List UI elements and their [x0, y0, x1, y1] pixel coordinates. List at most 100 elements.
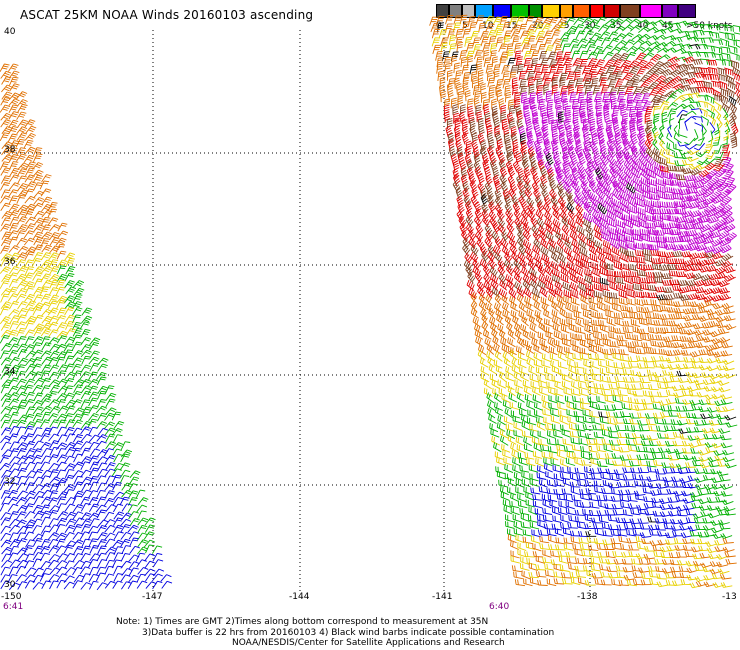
wind-barb: [688, 88, 699, 93]
wind-barb: [543, 508, 552, 515]
wind-barb: [42, 197, 52, 205]
wind-barb: [571, 536, 580, 543]
wind-barb: [121, 442, 130, 450]
wind-barb: [48, 498, 58, 506]
wind-barb: [572, 51, 580, 60]
wind-barb: [97, 377, 106, 385]
wind-barb: [560, 565, 570, 572]
wind-barb: [516, 487, 525, 495]
wind-barb: [673, 301, 684, 306]
wind-barb: [653, 413, 664, 418]
wind-barb: [451, 98, 457, 108]
wind-barb: [1, 420, 10, 428]
wind-barb: [627, 538, 638, 543]
wind-barb: [509, 238, 516, 249]
wind-barb: [501, 112, 506, 123]
wind-barb: [627, 46, 638, 52]
wind-barb: [523, 380, 531, 388]
wind-barb: [533, 245, 540, 256]
wind-barb: [534, 402, 542, 411]
wind-barb: [543, 401, 551, 410]
wind-barb: [671, 426, 682, 431]
wind-barb: [0, 105, 10, 113]
wind-barb: [113, 504, 123, 512]
wind-barb: [9, 310, 20, 317]
wind-barb: [617, 86, 625, 95]
wind-barb: [138, 540, 148, 547]
wind-barb: [720, 94, 728, 104]
wind-barb: [688, 293, 699, 299]
wind-barb: [495, 189, 502, 201]
wind-barb: [523, 537, 532, 544]
wind-barb: [0, 455, 10, 463]
wind-barb: [26, 371, 37, 378]
wind-barb: [718, 380, 730, 385]
wind-barb: [152, 546, 162, 554]
wind-barb: [648, 384, 658, 390]
wind-barb: [73, 441, 83, 448]
pass-time-left: 6:41: [3, 602, 23, 612]
wind-barb: [502, 66, 510, 75]
wind-barb: [562, 167, 570, 179]
wind-barb: [478, 345, 486, 355]
wind-barb: [73, 525, 82, 533]
wind-barb: [642, 342, 652, 348]
wind-barb: [671, 29, 683, 34]
wind-barb: [568, 416, 577, 424]
wind-barb: [525, 394, 533, 403]
lon-label-138: -138: [577, 592, 597, 602]
wind-barb: [528, 515, 537, 522]
wind-barb: [514, 430, 523, 438]
wind-barb: [683, 301, 694, 306]
wind-barb: [561, 267, 569, 277]
wind-barb: [704, 159, 715, 165]
wind-barb: [559, 261, 567, 271]
wind-barb: [524, 578, 533, 585]
wind-barb: [81, 503, 90, 511]
wind-barb: [585, 466, 594, 473]
wind-barb: [1, 407, 12, 414]
wind-barb: [499, 372, 506, 382]
wind-barb: [26, 224, 36, 232]
wind-barb: [721, 342, 732, 348]
wind-barb: [591, 518, 601, 523]
wind-barb: [97, 413, 107, 421]
wind-barb: [679, 329, 690, 334]
wind-barb: [638, 468, 649, 473]
wind-barb: [585, 334, 594, 341]
wind-barb: [106, 553, 115, 561]
wind-barb: [544, 309, 552, 318]
wind-barb: [33, 538, 42, 546]
wind-barb: [40, 574, 49, 582]
wind-barb: [679, 130, 688, 138]
wind-barb: [528, 203, 535, 215]
wind-barb: [567, 262, 575, 271]
wind-barb: [686, 188, 697, 194]
lon-label-135: -13: [722, 592, 737, 602]
wind-barb: [540, 287, 547, 298]
wind-barb: [598, 25, 608, 32]
wind-barb: [514, 472, 522, 481]
wind-barb: [98, 364, 108, 372]
wind-barb: [591, 202, 600, 213]
wind-barb: [9, 301, 19, 309]
wind-barb: [644, 554, 655, 559]
wind-barb: [129, 512, 139, 520]
wind-barb: [575, 468, 585, 474]
wind-barb: [644, 447, 654, 453]
wind-barb: [521, 217, 528, 228]
wind-barb: [631, 370, 641, 376]
wind-barb: [615, 425, 625, 430]
wind-barb: [498, 224, 505, 235]
wind-barb: [499, 480, 508, 487]
wind-barb: [502, 295, 509, 305]
wind-barb: [463, 29, 470, 38]
wind-barb: [9, 183, 19, 190]
wind-barb: [65, 372, 76, 379]
wind-barb: [594, 480, 604, 486]
wind-barb: [731, 53, 740, 61]
wind-barb: [597, 17, 607, 25]
wind-barb: [549, 113, 554, 124]
wind-barb: [633, 391, 643, 396]
wind-barb: [534, 301, 541, 311]
